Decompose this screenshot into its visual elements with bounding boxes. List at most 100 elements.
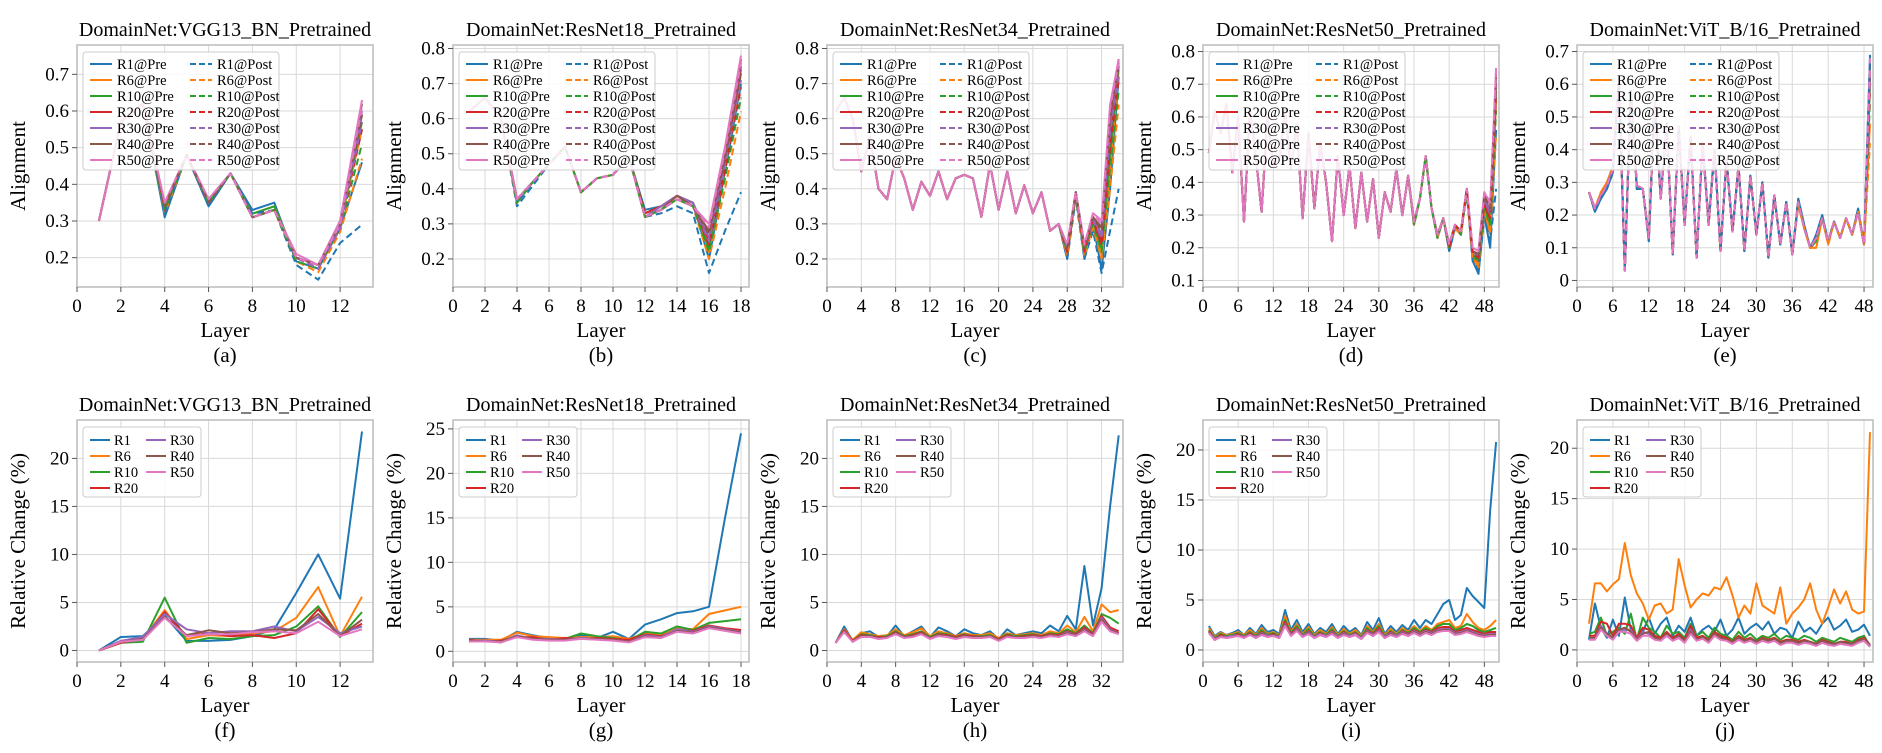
legend-label: R50 — [1296, 465, 1320, 481]
y-tick-label: 0.7 — [45, 64, 69, 85]
legend-label: R50@Pre — [1617, 153, 1674, 169]
y-tick-label: 20 — [1176, 440, 1195, 461]
legend-label: R1@Pre — [493, 57, 543, 73]
x-tick-label: 16 — [700, 296, 719, 317]
legend-label: R10@Post — [967, 89, 1030, 105]
panel-h: 0 4 8 12 16 20 24 28 32 0 5 10 15 20 DomainNet:ResNet3… — [756, 394, 1124, 742]
chart-title: DomainNet:ResNet34_Pretrained — [840, 394, 1110, 416]
x-tick-label: 24 — [1334, 671, 1354, 692]
y-axis-label: Alignment — [1506, 121, 1530, 211]
y-tick-label: 25 — [426, 419, 445, 440]
x-tick-label: 42 — [1440, 296, 1459, 317]
panel-j: 0 6 12 18 24 30 36 42 48 0 5 10 15 20 DomainNet:ViT_B/… — [1506, 394, 1874, 742]
legend-label: R30@Pre — [1617, 121, 1674, 137]
series-line-r50-post — [834, 62, 1120, 246]
legend-label: R1@Pre — [1243, 57, 1293, 73]
x-tick-label: 6 — [204, 296, 214, 317]
legend-label: R1 — [864, 433, 881, 449]
chart-title: DomainNet:ResNet50_Pretrained — [1216, 19, 1486, 41]
x-tick-label: 4 — [857, 296, 867, 317]
x-tick-label: 24 — [1711, 296, 1731, 317]
series-lines — [834, 435, 1120, 644]
x-tick-label: 42 — [1819, 671, 1838, 692]
y-axis-label: Alignment — [382, 121, 406, 211]
legend-label: R1 — [114, 433, 131, 449]
x-tick-label: 12 — [1264, 671, 1283, 692]
y-tick-label: 0.7 — [421, 74, 445, 95]
series-lines — [468, 55, 742, 274]
x-tick-label: 16 — [955, 671, 974, 692]
y-tick-label: 0.3 — [795, 214, 819, 235]
legend-label: R40 — [546, 449, 570, 465]
y-tick-label: 10 — [800, 544, 819, 565]
x-tick-label: 6 — [1608, 671, 1618, 692]
x-tick-label: 14 — [668, 296, 688, 317]
x-tick-label: 16 — [955, 296, 974, 317]
legend-label: R30@Post — [967, 121, 1030, 137]
legend-label: R40 — [170, 449, 194, 465]
y-tick-label: 15 — [1550, 489, 1569, 510]
x-tick-label: 0 — [822, 296, 832, 317]
legend-label: R40 — [920, 449, 944, 465]
x-tick-label: 18 — [732, 671, 751, 692]
legend-label: R50 — [170, 465, 194, 481]
legend-label: R6@Pre — [493, 73, 543, 89]
x-axis-label: Layer — [577, 318, 626, 342]
y-tick-label: 0 — [1560, 640, 1570, 661]
subfigure-label: (j) — [1715, 718, 1735, 742]
legend-box — [82, 51, 280, 171]
y-tick-label: 5 — [436, 597, 446, 618]
panel-f: 0 2 4 6 8 10 12 0 5 10 15 20 DomainNet:VGG13_BN_Pret… — [6, 394, 374, 742]
legend-label: R20 — [114, 481, 138, 497]
y-tick-label: 0.4 — [1545, 140, 1569, 161]
chart-title: DomainNet:VGG13_BN_Pretrained — [79, 394, 371, 416]
y-tick-label: 15 — [50, 496, 69, 517]
x-tick-label: 12 — [636, 296, 655, 317]
legend-box — [458, 426, 578, 498]
x-tick-label: 12 — [636, 671, 655, 692]
legend-label: R50 — [1670, 465, 1694, 481]
y-tick-label: 0 — [436, 641, 446, 662]
y-tick-label: 0.2 — [421, 249, 445, 270]
x-tick-label: 36 — [1405, 296, 1424, 317]
y-tick-label: 10 — [50, 544, 69, 565]
legend-label: R40@Post — [593, 137, 656, 153]
legend-box — [1208, 426, 1328, 498]
x-axis-label: Layer — [1701, 693, 1750, 717]
y-tick-label: 15 — [1176, 490, 1195, 511]
y-tick-label: 0.5 — [421, 144, 445, 165]
x-tick-label: 20 — [989, 671, 1008, 692]
legend-label: R30@Pre — [117, 121, 174, 137]
legend-box — [458, 51, 656, 171]
x-tick-label: 8 — [576, 671, 586, 692]
subfigure-label: (f) — [215, 718, 236, 742]
legend-box — [1582, 51, 1780, 171]
chart-title: DomainNet:ResNet50_Pretrained — [1216, 394, 1486, 416]
y-tick-label: 10 — [1176, 540, 1195, 561]
x-tick-label: 24 — [1334, 296, 1354, 317]
x-tick-label: 18 — [1675, 671, 1694, 692]
y-tick-label: 0.3 — [45, 211, 69, 232]
legend-label: R20@Post — [1343, 105, 1406, 121]
x-tick-label: 10 — [287, 671, 306, 692]
x-tick-label: 8 — [248, 671, 258, 692]
x-tick-label: 12 — [331, 671, 350, 692]
legend-box — [832, 426, 952, 498]
y-tick-label: 0.8 — [421, 39, 445, 60]
y-tick-label: 5 — [1560, 589, 1570, 610]
legend-label: R1 — [1240, 433, 1257, 449]
legend-box — [1208, 51, 1406, 171]
x-tick-label: 4 — [160, 671, 170, 692]
y-axis-label: Relative Change (%) — [382, 453, 406, 629]
plot-frame — [1202, 419, 1500, 663]
subfigure-label: (d) — [1339, 343, 1364, 367]
x-tick-label: 30 — [1747, 296, 1766, 317]
x-tick-label: 12 — [1264, 296, 1283, 317]
legend-label: R6 — [114, 449, 131, 465]
subfigure-label: (i) — [1341, 718, 1361, 742]
x-tick-label: 0 — [448, 296, 458, 317]
legend-label: R50@Pre — [493, 153, 550, 169]
x-tick-label: 6 — [1608, 296, 1618, 317]
